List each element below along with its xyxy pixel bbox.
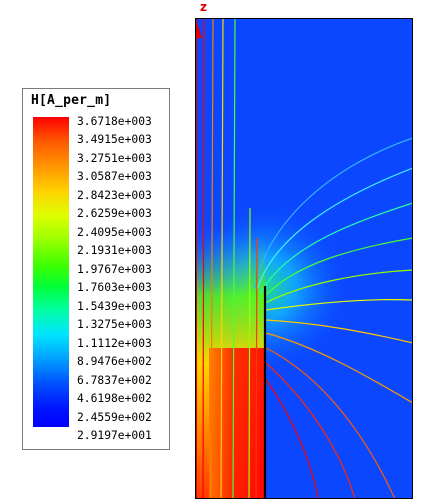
legend-tick: 1.3275e+003 [77, 318, 152, 332]
legend-tick: 2.8423e+003 [77, 188, 152, 202]
legend-panel: H[A_per_m] 3.6718e+003 3.4915e+003 3.275… [22, 88, 170, 450]
legend-tick: 1.5439e+003 [77, 299, 152, 313]
legend-tick: 2.4095e+003 [77, 225, 152, 239]
z-axis-arrow [195, 20, 202, 38]
legend-tick: 1.9767e+003 [77, 262, 152, 276]
legend-tick: 8.9476e+002 [77, 355, 152, 369]
legend-tick: 3.4915e+003 [77, 133, 152, 147]
legend-tick-list: 3.6718e+003 3.4915e+003 3.2751e+003 3.05… [77, 116, 169, 442]
legend-tick: 3.6718e+003 [77, 115, 152, 128]
legend-tick: 3.0587e+003 [77, 170, 152, 184]
legend-tick: 2.9197e+001 [77, 428, 152, 442]
field-plot[interactable] [195, 18, 413, 499]
z-axis-label: z [200, 0, 207, 14]
legend-tick: 2.6259e+003 [77, 207, 152, 221]
legend-tick: 6.7837e+002 [77, 373, 152, 387]
legend-tick: 1.1112e+003 [77, 336, 152, 350]
legend-tick: 4.6198e+002 [77, 392, 152, 406]
legend-tick: 2.4559e+002 [77, 410, 152, 424]
legend-colorbar [33, 117, 69, 427]
legend-title: H[A_per_m] [31, 93, 112, 108]
field-contours [202, 18, 413, 499]
legend-tick: 3.2751e+003 [77, 151, 152, 165]
legend-tick: 2.1931e+003 [77, 244, 152, 258]
legend-tick: 1.7603e+003 [77, 281, 152, 295]
